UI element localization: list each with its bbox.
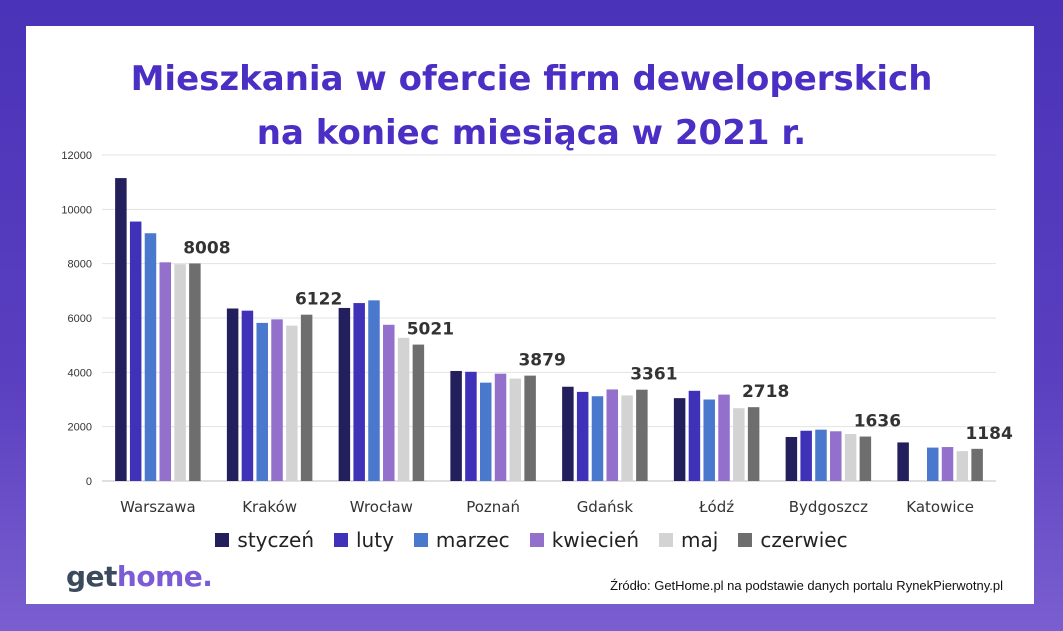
bar bbox=[785, 436, 798, 481]
legend: styczeń luty marzec kwiecień maj czerwiec bbox=[0, 528, 1063, 552]
bar bbox=[383, 324, 395, 481]
legend-swatch bbox=[413, 533, 428, 547]
bar bbox=[450, 370, 462, 481]
legend-label: maj bbox=[681, 528, 719, 552]
x-tick-label: Warszawa bbox=[120, 498, 196, 516]
bar bbox=[129, 221, 142, 481]
bar bbox=[636, 389, 648, 481]
bar bbox=[256, 322, 268, 481]
y-tick-label: 10000 bbox=[61, 204, 92, 216]
bar bbox=[271, 319, 283, 481]
data-label: 3361 bbox=[630, 365, 677, 385]
legend-label: czerwiec bbox=[760, 528, 848, 552]
x-tick-label: Poznań bbox=[466, 498, 520, 516]
legend-swatch bbox=[334, 533, 348, 547]
legend-item: marzec bbox=[413, 528, 510, 552]
bar bbox=[562, 386, 574, 481]
bar bbox=[353, 303, 365, 481]
data-label: 3879 bbox=[518, 351, 565, 371]
legend-label: marzec bbox=[435, 528, 510, 552]
bar bbox=[174, 264, 186, 481]
bar bbox=[800, 430, 812, 481]
legend-swatch bbox=[659, 533, 674, 547]
bar bbox=[241, 310, 254, 481]
chart-title: Mieszkania w ofercie firm deweloperskich… bbox=[0, 52, 1063, 160]
legend-label: styczeń bbox=[237, 528, 314, 552]
bar bbox=[159, 262, 172, 481]
bar bbox=[718, 394, 730, 481]
legend-label: luty bbox=[356, 528, 394, 552]
bar bbox=[688, 390, 701, 481]
bar bbox=[494, 373, 507, 481]
x-tick-label: Wrocław bbox=[350, 498, 413, 516]
bar bbox=[703, 399, 715, 481]
legend-swatch bbox=[529, 533, 544, 547]
title-line-1: Mieszkania w ofercie firm deweloperskich bbox=[130, 59, 933, 99]
x-tick-label: Łódź bbox=[698, 498, 734, 516]
bar bbox=[189, 263, 201, 481]
y-tick-label: 8000 bbox=[68, 259, 92, 271]
gethome-logo: gethome. bbox=[66, 560, 213, 593]
bar bbox=[844, 434, 857, 481]
bar bbox=[591, 396, 604, 481]
bar bbox=[576, 391, 589, 481]
bar bbox=[300, 314, 313, 481]
legend-swatch bbox=[215, 533, 230, 547]
x-tick-label: Gdańsk bbox=[577, 498, 634, 516]
bar bbox=[747, 407, 760, 481]
x-tick-label: Katowice bbox=[906, 498, 974, 516]
logo-home: home. bbox=[116, 560, 213, 593]
bar bbox=[479, 382, 492, 481]
y-tick-label: 6000 bbox=[68, 313, 92, 325]
bar bbox=[338, 307, 351, 481]
bar bbox=[286, 325, 298, 481]
bar bbox=[956, 451, 969, 481]
y-tick-label: 0 bbox=[86, 476, 92, 488]
bar bbox=[226, 308, 239, 481]
bar bbox=[815, 429, 827, 481]
legend-item: luty bbox=[334, 528, 394, 552]
x-tick-label: Bydgoszcz bbox=[789, 498, 868, 516]
y-tick-label: 12000 bbox=[61, 150, 92, 162]
bar bbox=[606, 389, 619, 481]
bar bbox=[465, 371, 477, 481]
bar bbox=[368, 300, 380, 481]
data-label: 6122 bbox=[295, 290, 342, 310]
bar bbox=[673, 398, 686, 481]
legend-item: kwiecień bbox=[529, 528, 640, 552]
logo-get: get bbox=[66, 560, 117, 593]
bar bbox=[144, 233, 157, 481]
legend-item: czerwiec bbox=[738, 528, 848, 552]
bar bbox=[859, 436, 872, 481]
title-line-2: na koniec miesiąca w 2021 r. bbox=[256, 113, 807, 153]
x-tick-label: Kraków bbox=[242, 498, 297, 516]
bar bbox=[830, 431, 842, 481]
bar bbox=[509, 378, 522, 481]
bar bbox=[971, 448, 983, 481]
bar bbox=[115, 178, 127, 481]
legend-item: styczeń bbox=[215, 528, 314, 552]
bar bbox=[897, 442, 909, 481]
legend-swatch bbox=[738, 533, 753, 547]
y-tick-label: 2000 bbox=[68, 422, 92, 434]
bar bbox=[926, 447, 939, 481]
data-label: 1184 bbox=[965, 424, 1012, 444]
data-label: 2718 bbox=[742, 382, 789, 402]
y-tick-label: 4000 bbox=[68, 367, 92, 379]
bar bbox=[733, 408, 745, 481]
source-note: Źródło: GetHome.pl na podstawie danych p… bbox=[610, 578, 1003, 593]
legend-label: kwiecień bbox=[551, 528, 640, 552]
bar bbox=[412, 344, 425, 481]
bar bbox=[621, 395, 633, 481]
bar bbox=[941, 447, 954, 481]
data-label: 5021 bbox=[407, 320, 454, 340]
bar bbox=[524, 375, 536, 481]
legend-item: maj bbox=[659, 528, 718, 552]
data-label: 1636 bbox=[854, 412, 901, 432]
bar bbox=[397, 337, 410, 481]
data-label: 8008 bbox=[183, 238, 230, 258]
